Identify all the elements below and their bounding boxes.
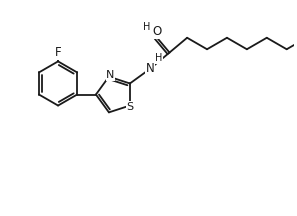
Text: S: S xyxy=(126,102,133,112)
Text: H: H xyxy=(155,54,163,64)
Text: N: N xyxy=(106,70,115,80)
Text: N: N xyxy=(146,62,155,75)
Text: H: H xyxy=(143,22,150,32)
Text: O: O xyxy=(152,25,161,38)
Text: F: F xyxy=(55,46,61,59)
